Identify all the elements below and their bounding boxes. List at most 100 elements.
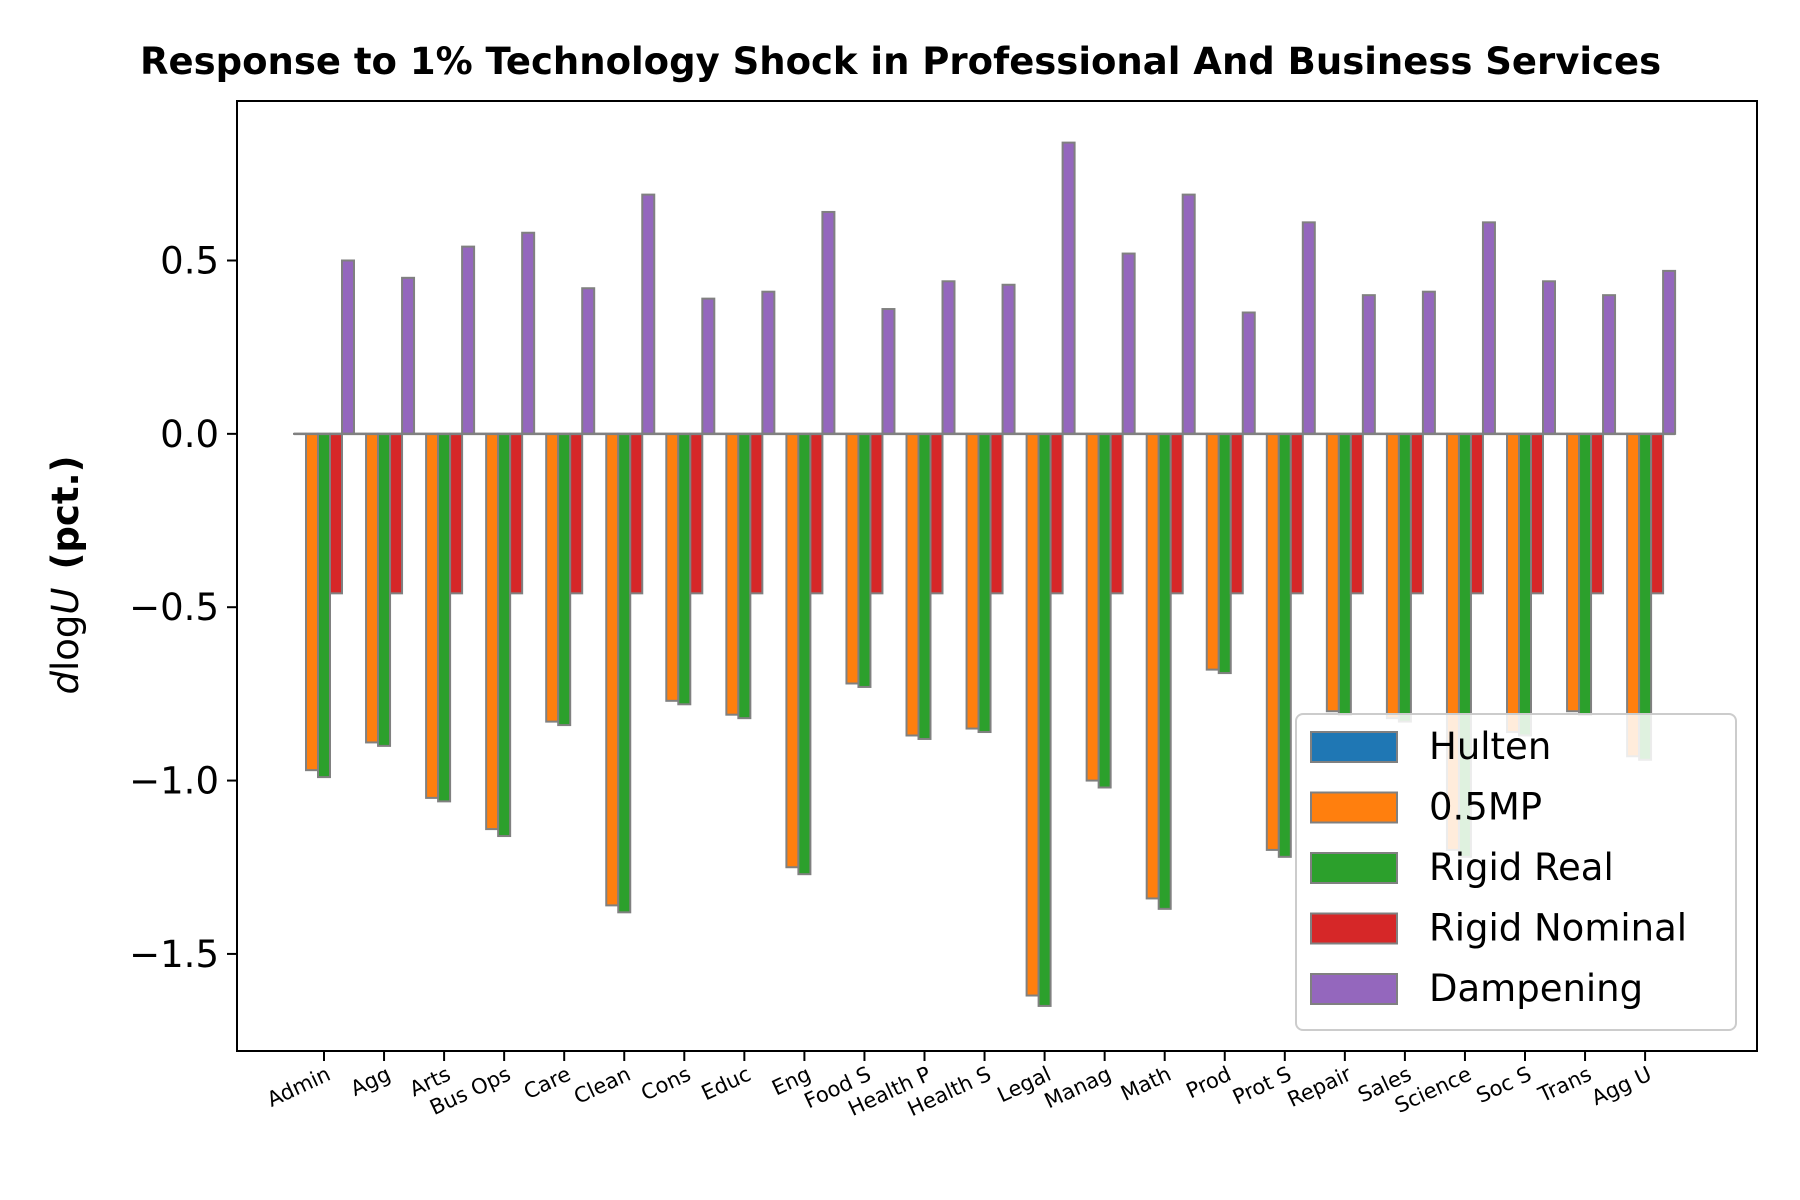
bar-dampening-health-s [1001, 283, 1016, 435]
bar-dampening-health-p [941, 280, 956, 435]
bar-dampening-sales [1421, 290, 1436, 435]
bar-rigid-real-soc-s [1518, 432, 1532, 737]
legend-swatch [1310, 973, 1398, 1005]
bar-rigid-real-health-s [977, 432, 992, 734]
bar-rigid-nominal-health-s [989, 432, 1004, 595]
bar-rigid-real-cons [677, 432, 692, 706]
bar-0-5mp-cons [665, 432, 680, 702]
legend-box [1295, 713, 1737, 1031]
bar-rigid-nominal-clean [629, 432, 644, 595]
legend: Hulten 0.5MP Rigid Real Rigid Nominal Dampen… [1295, 713, 1737, 1031]
y-tick-label: 0.5 [160, 239, 219, 282]
bar-0-5mp-legal [1025, 432, 1040, 997]
bar-rigid-nominal-eng [809, 432, 824, 595]
legend-label: Rigid Real [1429, 846, 1614, 889]
bar-dampening-manag [1121, 252, 1136, 435]
bar-0-5mp-sales [1385, 432, 1400, 720]
x-tick-label: Clean [570, 1062, 634, 1109]
x-tick-label: Prot S [1229, 1062, 1295, 1110]
bar-rigid-nominal-agg [389, 432, 404, 595]
bar-dampening-agg-u [1662, 269, 1677, 435]
x-tick-label: Admin [263, 1062, 334, 1112]
bar-dampening-agg [401, 276, 416, 435]
bar-rigid-real-trans [1578, 432, 1593, 716]
legend-swatch [1310, 731, 1398, 763]
x-tick-label: Cons [637, 1062, 694, 1106]
bar-rigid-nominal-repair [1349, 432, 1364, 595]
bar-rigid-nominal-educ [749, 432, 764, 595]
svg-text:dlogU(pct.): dlogU(pct.) [44, 456, 87, 695]
bar-rigid-real-prot-s [1277, 432, 1292, 858]
bar-rigid-real-eng [797, 432, 812, 876]
bar-rigid-real-manag [1097, 432, 1112, 789]
bar-rigid-nominal-prod [1229, 432, 1244, 595]
bar-0-5mp-food-s [845, 432, 860, 685]
x-tick-label: Prod [1182, 1062, 1234, 1103]
bar-dampening-prod [1241, 311, 1256, 435]
bar-0-5mp-agg-u [1626, 432, 1641, 758]
bar-rigid-real-math [1157, 432, 1172, 910]
bar-0-5mp-arts [425, 432, 440, 799]
bar-rigid-real-legal [1037, 432, 1052, 1007]
bar-0-5mp-eng [785, 432, 800, 869]
bar-rigid-nominal-math [1169, 432, 1184, 595]
bar-rigid-real-agg-u [1638, 432, 1653, 761]
bar-rigid-nominal-manag [1109, 432, 1124, 595]
bar-rigid-real-agg [377, 432, 392, 747]
bar-dampening-educ [761, 290, 776, 435]
bar-dampening-cons [701, 297, 716, 435]
x-tick-label: Educ [698, 1062, 755, 1106]
bar-rigid-nominal-care [569, 432, 584, 595]
y-axis: 0.5 0.0 −0.5 −1.0 −1.5 [129, 239, 237, 976]
bar-dampening-trans [1602, 294, 1617, 435]
chart-title: Response to 1% Technology Shock in Profe… [140, 40, 1661, 83]
y-axis-label: dlogU(pct.) [44, 456, 87, 695]
y-tick-label: 0.0 [160, 413, 219, 456]
bar-rigid-real-arts [437, 432, 452, 803]
bar-0-5mp-trans [1566, 432, 1581, 713]
x-tick-label: Manag [1041, 1062, 1115, 1114]
y-tick-label: −0.5 [129, 586, 219, 629]
bar-rigid-nominal-trans [1590, 432, 1605, 595]
bar-rigid-nominal-soc-s [1530, 432, 1544, 595]
x-tick-label: Agg U [1588, 1062, 1655, 1110]
bar-rigid-nominal-health-p [929, 432, 944, 595]
bar-dampening-repair [1361, 294, 1376, 435]
bar-rigid-nominal-sales [1409, 432, 1424, 595]
x-tick-label: Care [520, 1062, 574, 1104]
bar-rigid-real-repair [1337, 432, 1352, 716]
bar-0-5mp-health-s [965, 432, 980, 730]
bar-0-5mp-math [1145, 432, 1160, 900]
x-tick-label: Trans [1534, 1062, 1595, 1108]
bar-rigid-nominal-admin [329, 432, 343, 595]
bar-0-5mp-clean [605, 432, 620, 907]
bar-rigid-nominal-arts [449, 432, 464, 595]
bar-0-5mp-admin [305, 432, 319, 772]
bar-rigid-nominal-cons [689, 432, 704, 595]
bar-0-5mp-prod [1205, 432, 1220, 671]
bar-rigid-real-care [557, 432, 572, 727]
bar-dampening-math [1181, 193, 1196, 435]
legend-label: Rigid Nominal [1429, 907, 1687, 950]
bar-rigid-real-clean [617, 432, 632, 914]
legend-label: Dampening [1429, 967, 1643, 1010]
bar-dampening-arts [461, 245, 476, 435]
bar-0-5mp-prot-s [1265, 432, 1280, 851]
bar-0-5mp-bus-ops [485, 432, 500, 831]
bar-rigid-nominal-food-s [869, 432, 884, 595]
bar-dampening-science [1481, 221, 1496, 435]
bar-dampening-bus-ops [521, 231, 536, 435]
bar-dampening-food-s [881, 308, 896, 435]
bar-0-5mp-manag [1085, 432, 1100, 782]
x-tick-label: Agg [347, 1062, 394, 1101]
bar-0-5mp-repair [1325, 432, 1340, 713]
bar-0-5mp-health-p [905, 432, 920, 737]
legend-label: 0.5MP [1429, 786, 1542, 829]
bar-0-5mp-educ [725, 432, 740, 716]
legend-swatch [1310, 852, 1398, 884]
bar-0-5mp-agg [365, 432, 380, 744]
bar-dampening-soc-s [1542, 280, 1556, 435]
bar-rigid-real-prod [1217, 432, 1232, 675]
